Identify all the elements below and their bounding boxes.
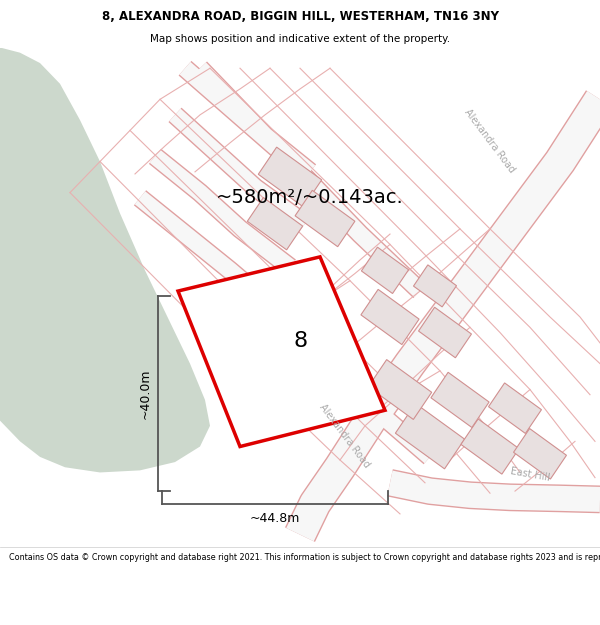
Text: ~580m²/~0.143ac.: ~580m²/~0.143ac.: [216, 188, 404, 208]
Text: Alexandra Road: Alexandra Road: [318, 402, 372, 470]
Text: 8: 8: [293, 331, 308, 351]
Text: Alexandra Road: Alexandra Road: [463, 107, 517, 174]
Polygon shape: [431, 372, 489, 428]
Polygon shape: [419, 308, 472, 358]
Text: 8, ALEXANDRA ROAD, BIGGIN HILL, WESTERHAM, TN16 3NY: 8, ALEXANDRA ROAD, BIGGIN HILL, WESTERHA…: [101, 11, 499, 24]
Polygon shape: [0, 48, 210, 473]
Text: Contains OS data © Crown copyright and database right 2021. This information is : Contains OS data © Crown copyright and d…: [9, 553, 600, 562]
Text: ~40.0m: ~40.0m: [139, 368, 152, 419]
Polygon shape: [361, 247, 409, 294]
Polygon shape: [361, 289, 419, 344]
Text: Map shows position and indicative extent of the property.: Map shows position and indicative extent…: [150, 34, 450, 44]
Text: East Hill: East Hill: [509, 466, 551, 483]
Polygon shape: [413, 265, 457, 307]
Polygon shape: [247, 198, 302, 250]
Polygon shape: [295, 191, 355, 247]
Polygon shape: [514, 429, 566, 479]
Polygon shape: [178, 257, 385, 446]
Polygon shape: [488, 383, 541, 434]
Polygon shape: [258, 147, 322, 207]
Text: ~44.8m: ~44.8m: [250, 512, 300, 525]
Polygon shape: [461, 419, 519, 474]
Polygon shape: [395, 404, 464, 469]
Polygon shape: [368, 359, 432, 419]
